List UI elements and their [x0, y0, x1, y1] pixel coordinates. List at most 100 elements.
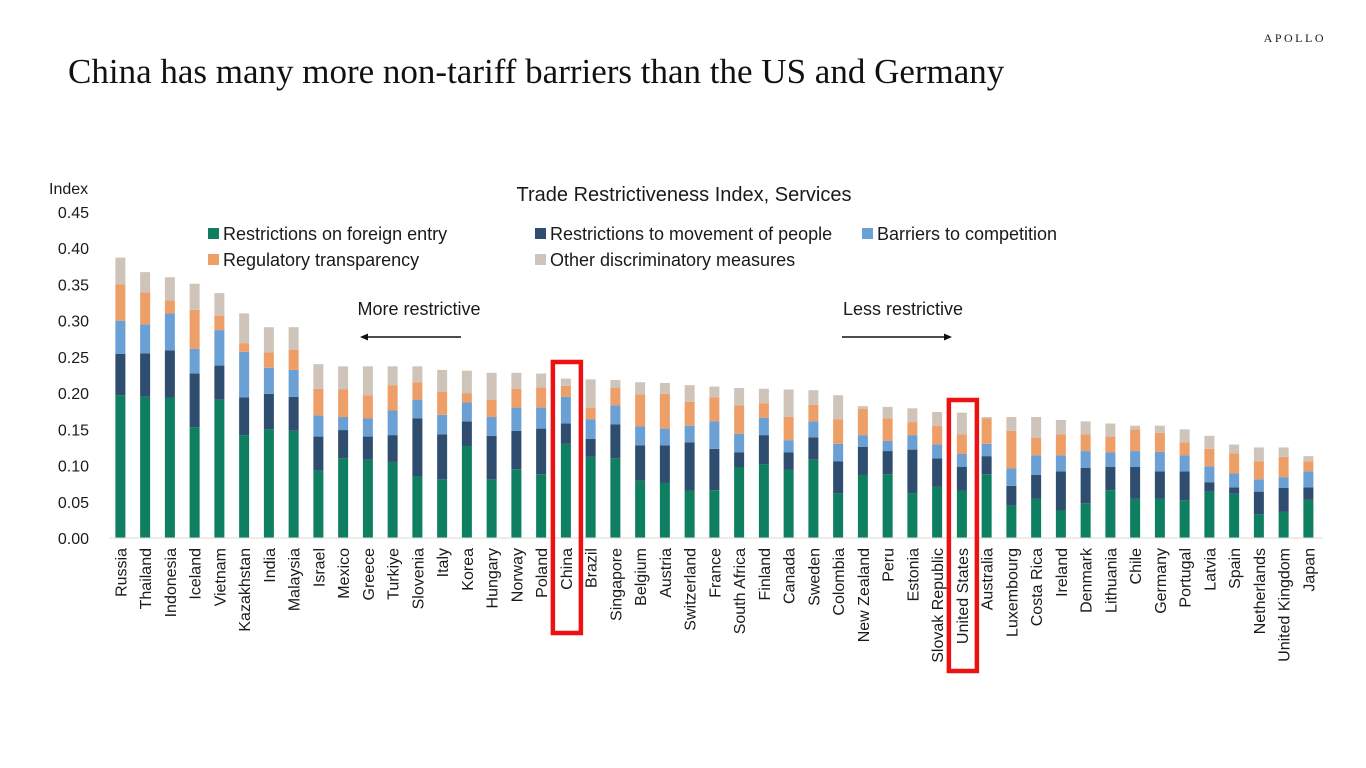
bar-lithuania-regulatory-transparency: [1105, 436, 1116, 453]
x-label-costa-rica: Costa Rica: [1029, 548, 1046, 626]
bar-india-regulatory-transparency: [263, 352, 274, 368]
bar-austria-restrictions-on-foreign-entry: [659, 482, 670, 538]
legend-label-restrictions-on-foreign-entry: Restrictions on foreign entry: [223, 224, 447, 244]
x-label-vietnam: Vietnam: [212, 548, 229, 606]
y-tick-label: 0.10: [58, 459, 89, 476]
bar-norway-barriers-to-competition: [511, 407, 522, 431]
bar-mexico-barriers-to-competition: [338, 417, 349, 431]
x-label-denmark: Denmark: [1079, 547, 1096, 613]
x-label-canada: Canada: [782, 548, 799, 604]
bar-belgium-barriers-to-competition: [635, 426, 646, 446]
bar-malaysia-restrictions-to-movement-of-people: [288, 396, 299, 431]
x-label-slovak-republic: Slovak Republic: [930, 548, 947, 663]
bar-austria-other-discriminatory-measures: [659, 382, 670, 394]
x-label-korea: Korea: [460, 548, 477, 591]
y-axis-ticks: 0.00 0.05 0.10 0.15 0.20 0.25 0.30 0.35 0.40 0.45: [58, 205, 89, 548]
bar-sweden-restrictions-on-foreign-entry: [808, 459, 819, 538]
bar-india-restrictions-on-foreign-entry: [263, 429, 274, 538]
bar-united-kingdom-restrictions-on-foreign-entry: [1278, 511, 1289, 538]
x-label-colombia: Colombia: [831, 548, 848, 616]
bar-lithuania-restrictions-to-movement-of-people: [1105, 467, 1116, 491]
legend-label-other-discriminatory-measures: Other discriminatory measures: [550, 250, 795, 270]
bar-lithuania-other-discriminatory-measures: [1105, 423, 1116, 437]
bar-mexico-restrictions-to-movement-of-people: [338, 430, 349, 459]
bar-estonia-other-discriminatory-measures: [907, 408, 918, 423]
y-tick-label: 0.00: [58, 531, 89, 548]
bar-lithuania-barriers-to-competition: [1105, 452, 1116, 468]
bar-south-africa-regulatory-transparency: [734, 405, 745, 434]
bar-poland-restrictions-to-movement-of-people: [536, 428, 547, 475]
bar-kazakhstan-regulatory-transparency: [239, 343, 250, 352]
bar-china-barriers-to-competition: [560, 396, 571, 424]
bar-russia-barriers-to-competition: [115, 320, 126, 354]
bar-switzerland-other-discriminatory-measures: [684, 385, 695, 402]
bar-peru-restrictions-on-foreign-entry: [882, 474, 893, 538]
bar-chile-restrictions-to-movement-of-people: [1130, 467, 1141, 499]
bar-peru-restrictions-to-movement-of-people: [882, 451, 893, 475]
bar-canada-barriers-to-competition: [783, 440, 794, 453]
bar-slovak-republic-other-discriminatory-measures: [932, 411, 943, 426]
x-label-new-zealand: New Zealand: [856, 548, 873, 642]
x-label-france: France: [707, 548, 724, 598]
bar-colombia-other-discriminatory-measures: [833, 395, 844, 420]
highlight-boxes: [550, 359, 980, 674]
bar-singapore-regulatory-transparency: [610, 388, 621, 406]
bar-latvia-other-discriminatory-measures: [1204, 435, 1215, 449]
bar-singapore-restrictions-on-foreign-entry: [610, 458, 621, 538]
bar-ireland-restrictions-to-movement-of-people: [1055, 471, 1066, 511]
x-label-poland: Poland: [534, 548, 551, 598]
y-tick-label: 0.15: [58, 422, 89, 439]
bar-united-kingdom-barriers-to-competition: [1278, 477, 1289, 489]
bar-korea-other-discriminatory-measures: [461, 370, 472, 394]
bar-ireland-barriers-to-competition: [1055, 455, 1066, 472]
bar-brazil-regulatory-transparency: [585, 407, 596, 420]
bar-australia-restrictions-on-foreign-entry: [981, 474, 992, 538]
bar-canada-restrictions-to-movement-of-people: [783, 452, 794, 470]
bar-switzerland-barriers-to-competition: [684, 425, 695, 443]
page-headline: China has many more non-tariff barriers …: [68, 52, 1005, 91]
bar-norway-restrictions-to-movement-of-people: [511, 430, 522, 470]
bar-lithuania-restrictions-on-foreign-entry: [1105, 490, 1116, 538]
bar-belgium-restrictions-on-foreign-entry: [635, 480, 646, 538]
bar-costa-rica-barriers-to-competition: [1031, 455, 1042, 475]
bar-portugal-regulatory-transparency: [1179, 442, 1190, 456]
y-axis-label: Index: [49, 181, 88, 198]
bar-sweden-regulatory-transparency: [808, 404, 819, 422]
legend-swatch-regulatory-transparency: [208, 254, 219, 265]
bar-switzerland-regulatory-transparency: [684, 401, 695, 426]
bar-korea-restrictions-on-foreign-entry: [461, 446, 472, 538]
bar-greece-restrictions-on-foreign-entry: [362, 459, 373, 538]
bar-sweden-restrictions-to-movement-of-people: [808, 437, 819, 460]
bar-china-regulatory-transparency: [560, 385, 571, 397]
bar-germany-other-discriminatory-measures: [1154, 425, 1165, 433]
bar-brazil-barriers-to-competition: [585, 419, 596, 439]
bar-singapore-other-discriminatory-measures: [610, 380, 621, 389]
bar-latvia-barriers-to-competition: [1204, 466, 1215, 483]
bar-israel-regulatory-transparency: [313, 388, 324, 416]
bar-south-africa-other-discriminatory-measures: [734, 388, 745, 406]
bar-italy-other-discriminatory-measures: [437, 369, 448, 392]
bar-japan-restrictions-on-foreign-entry: [1303, 499, 1314, 538]
bar-netherlands-barriers-to-competition: [1253, 479, 1264, 492]
bar-slovak-republic-regulatory-transparency: [932, 425, 943, 445]
bar-poland-regulatory-transparency: [536, 387, 547, 408]
bar-ireland-other-discriminatory-measures: [1055, 419, 1066, 435]
bar-united-kingdom-restrictions-to-movement-of-people: [1278, 488, 1289, 512]
x-label-malaysia: Malaysia: [287, 548, 304, 611]
x-label-sweden: Sweden: [806, 548, 823, 606]
legend-swatch-restrictions-to-movement-of-people: [535, 228, 546, 239]
x-label-latvia: Latvia: [1202, 548, 1219, 591]
bar-italy-restrictions-to-movement-of-people: [437, 434, 448, 480]
bar-japan-restrictions-to-movement-of-people: [1303, 487, 1314, 500]
bar-denmark-restrictions-to-movement-of-people: [1080, 467, 1091, 504]
less-restrictive-label: Less restrictive: [843, 299, 963, 319]
bar-denmark-barriers-to-competition: [1080, 451, 1091, 468]
legend-label-barriers-to-competition: Barriers to competition: [877, 224, 1057, 244]
bar-finland-barriers-to-competition: [758, 417, 769, 436]
bar-thailand-other-discriminatory-measures: [140, 272, 151, 293]
x-label-hungary: Hungary: [485, 548, 502, 608]
highlight-united-states: [946, 397, 980, 674]
bar-vietnam-regulatory-transparency: [214, 315, 225, 331]
x-label-united-states: United States: [955, 548, 972, 644]
bar-greece-regulatory-transparency: [362, 395, 373, 419]
